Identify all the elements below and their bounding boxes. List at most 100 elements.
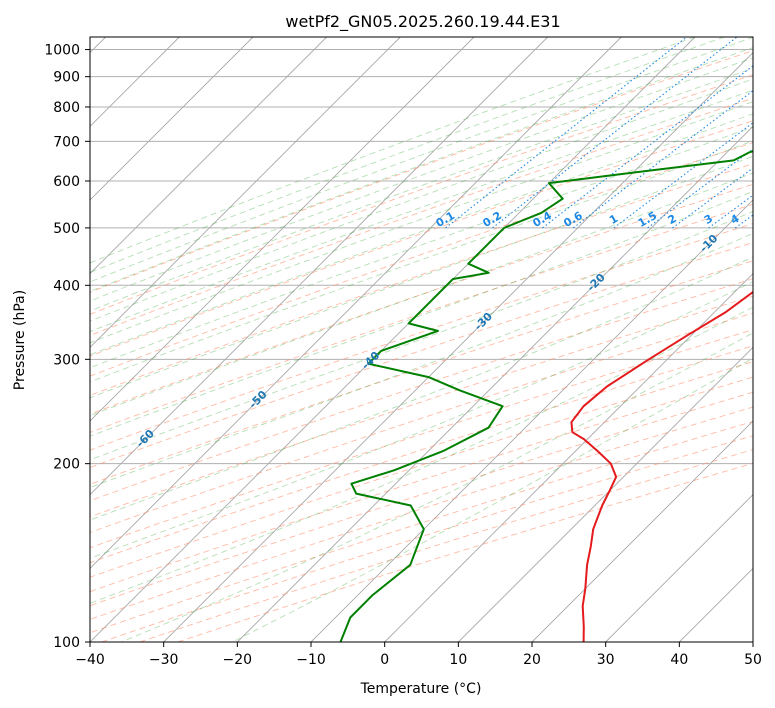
isotherm-line [531,420,753,642]
mixing-ratio-line [572,90,753,229]
dry-adiabat [90,345,753,564]
dry-adiabat [90,120,753,357]
y-tick-label: 600 [53,174,80,190]
y-tick-label: 900 [53,70,80,86]
moist-adiabat [90,155,753,399]
dry-adiabat [90,242,753,468]
dry-adiabat [90,223,753,451]
y-tick-label: 400 [53,278,80,294]
mixing-ratio-label: 0.1 [434,209,457,230]
y-axis: 100 200 300 400 500 600 700 800 900 1000 [44,43,90,651]
dry-adiabat [90,295,753,518]
x-tick-label: 30 [597,652,615,668]
moist-adiabat [90,281,753,559]
moist-adiabat [90,211,753,461]
x-tick-label: 20 [523,652,541,668]
isotherm-label: -50 [246,388,269,411]
isotherm-label: -20 [585,271,608,294]
moist-adiabat [121,332,753,642]
y-tick-label: 1000 [44,43,80,59]
dry-adiabat [90,312,753,533]
mixing-ratio-label: 6 [767,212,775,227]
dry-adiabat [177,462,753,642]
isotherm-line [90,37,548,496]
dry-adiabat [90,391,753,607]
dry-adiabat [90,278,753,502]
moist-adiabat [90,57,753,302]
mixing-ratio-label: 4 [728,212,741,227]
dry-adiabat [90,329,753,549]
x-tick-label: −30 [149,652,179,668]
mixing-ratio-label: 0.6 [561,209,585,230]
moist-adiabat [90,172,753,417]
x-tick-label: −10 [296,652,326,668]
isotherm-line [90,37,696,642]
x-tick-label: 0 [380,652,389,668]
moist-adiabat [90,256,753,521]
moist-adiabat [90,37,696,264]
moist-adiabat [90,190,753,437]
isotherm-line [605,494,753,642]
moist-adiabat [90,67,753,312]
y-tick-label: 700 [53,134,80,150]
isotherm-line [310,199,753,642]
mixing-ratio-label: 1.5 [636,209,659,230]
x-tick-label: 10 [449,652,467,668]
moist-adiabat [90,101,753,344]
dry-adiabat [90,50,753,293]
mixing-ratio-line [613,122,753,229]
mixing-ratio-label: 0.4 [531,209,555,230]
dry-adiabat [90,361,753,578]
moist-adiabat [90,78,753,322]
isotherm-label: -60 [134,427,157,450]
plot-content [90,37,753,642]
dry-adiabat [90,183,753,415]
mixing-ratio-line [542,65,753,229]
moist-adiabat [90,306,753,604]
moist-adiabat [90,140,753,383]
dry-adiabat [90,376,753,593]
x-tick-label: 50 [744,652,762,668]
y-tick-label: 500 [53,221,80,237]
isotherm-line [237,125,753,642]
x-tick-label: −20 [223,652,253,668]
dry-adiabat [90,142,753,377]
moist-adiabat [90,37,725,273]
mixing-ratio-line [647,148,753,229]
y-tick-label: 100 [53,635,80,651]
isotherm-line [679,567,753,642]
isotherm-line [90,37,327,275]
mixing-ratio-label: 0.2 [481,209,504,230]
x-tick-label: 40 [670,652,688,668]
isotherm-line [90,37,254,201]
x-axis-label: Temperature (°C) [360,681,482,697]
dry-adiabat [101,435,753,642]
dry-adiabat [90,406,753,620]
moist-adiabat [90,89,753,333]
moist-adiabat [90,126,753,369]
moist-adiabat [90,47,753,292]
mixing-ratio-line [445,37,688,229]
mixing-ratio-line [734,214,753,229]
x-axis: −40 −30 −20 −10 0 10 20 30 40 50 [75,642,762,668]
isotherm-line [90,37,622,569]
moist-adiabat [90,232,753,489]
isotherm-line [163,52,753,642]
y-axis-label: Pressure (hPa) [12,290,28,390]
dewpoint-profile [339,150,753,642]
y-tick-label: 200 [53,457,80,473]
plot-frame [89,36,754,643]
dry-adiabat [90,260,753,485]
dry-adiabat [90,74,753,315]
y-tick-label: 300 [53,352,80,368]
dry-adiabat [90,163,753,396]
isotherm-line [384,273,753,642]
isotherm-label: -70 [21,466,44,489]
isotherm-line [90,37,475,422]
temperature-profile [570,290,753,642]
x-tick-label: −40 [75,652,105,668]
mixing-ratio-line [672,167,753,229]
chart-title: wetPf2_GN05.2025.260.19.44.E31 [285,12,560,32]
y-tick-label: 800 [53,100,80,116]
isotherm-line [752,641,753,642]
